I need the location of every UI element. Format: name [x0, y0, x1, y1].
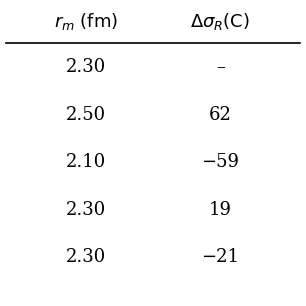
Text: 2.50: 2.50	[65, 106, 106, 124]
Text: 2.30: 2.30	[65, 58, 106, 76]
Text: 19: 19	[209, 201, 232, 218]
Text: 62: 62	[209, 106, 232, 124]
Text: $\Delta\sigma_R$(C): $\Delta\sigma_R$(C)	[190, 11, 250, 32]
Text: −59: −59	[201, 153, 239, 171]
Text: −21: −21	[201, 248, 239, 266]
Text: 2.10: 2.10	[65, 153, 106, 171]
Text: $r_m$ (fm): $r_m$ (fm)	[54, 11, 118, 32]
Text: 2.30: 2.30	[65, 248, 106, 266]
Text: 2.30: 2.30	[65, 201, 106, 218]
Text: –: –	[216, 58, 225, 76]
